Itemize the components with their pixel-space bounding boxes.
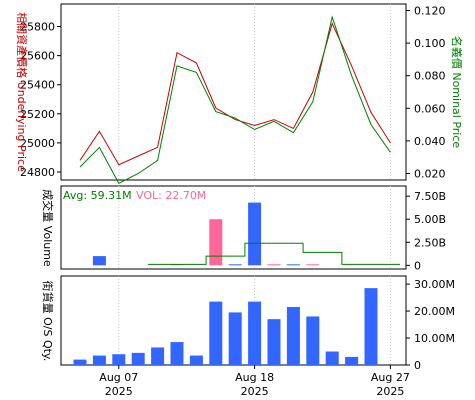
volume-bar	[248, 202, 262, 266]
os-qty-bar	[306, 316, 320, 365]
right-price-tick-label: 0.040	[414, 135, 446, 148]
os-qty-tick-label: 10.00M	[414, 332, 455, 345]
os-qty-bar	[151, 347, 165, 365]
left-price-tick-label: 25000	[20, 137, 55, 150]
volume-axis-label: 成交量 Volume	[41, 189, 55, 267]
os-qty-bar	[345, 356, 359, 365]
volume-tick-label: 0	[414, 259, 421, 272]
left-price-tick-label: 25800	[20, 21, 55, 34]
left-price-tick-label: 25600	[20, 50, 55, 63]
right-price-tick-label: 0.080	[414, 70, 446, 83]
os-qty-bar	[286, 307, 300, 365]
volume-bar	[286, 264, 300, 266]
x-tick-year: 2025	[376, 385, 404, 398]
volume-bar	[228, 264, 242, 266]
right-price-tick-label: 0.100	[414, 37, 446, 50]
os-qty-tick-label: 30.00M	[414, 278, 455, 291]
left-price-tick-label: 25400	[20, 79, 55, 92]
os-qty-bar	[364, 288, 378, 365]
volume-bar	[92, 256, 106, 266]
x-tick-label: Aug 07	[99, 371, 138, 384]
os-qty-bar	[112, 354, 126, 365]
volume-bar	[209, 219, 223, 266]
volume-tick-label: 2.50B	[414, 236, 446, 249]
left-price-tick-label: 25200	[20, 108, 55, 121]
os-qty-bar	[248, 301, 262, 365]
os-qty-tick-label: 20.00M	[414, 305, 455, 318]
nominal-price-line	[79, 15, 391, 184]
left-price-tick-label: 24800	[20, 166, 55, 179]
nominal-price-axis-label: 名義價 Nominal Price	[450, 36, 464, 149]
x-tick-label: Aug 18	[235, 371, 274, 384]
volume-bar	[306, 264, 320, 266]
os-qty-bar	[325, 351, 339, 365]
os-qty-tick-label: 0	[414, 359, 421, 372]
os-qty-bar	[92, 355, 106, 365]
os-qty-axis-label: 街貨量 O/S Qty.	[41, 281, 55, 362]
x-tick-year: 2025	[105, 385, 133, 398]
os-qty-bar	[228, 312, 242, 365]
volume-tick-label: 5.00B	[414, 213, 446, 226]
os-qty-bar	[209, 301, 223, 365]
os-qty-bar	[189, 355, 203, 365]
x-tick-label: Aug 27	[371, 371, 410, 384]
x-tick-year: 2025	[241, 385, 269, 398]
underlying-price-axis-label: 相關資產價格 Underlying Price	[15, 12, 29, 172]
right-price-tick-label: 0.020	[414, 167, 446, 180]
os-qty-bar	[73, 359, 87, 365]
right-price-tick-label: 0.120	[414, 5, 446, 18]
os-qty-bar	[131, 352, 145, 365]
volume-vol-legend: VOL: 22.70M	[136, 189, 206, 202]
os-qty-bar	[170, 342, 184, 365]
volume-average-line	[147, 242, 401, 265]
volume-avg-legend: Avg: 59.31M	[63, 189, 132, 202]
volume-bar	[267, 264, 281, 266]
volume-tick-label: 7.50B	[414, 190, 446, 203]
os-qty-bar	[267, 319, 281, 365]
right-price-tick-label: 0.060	[414, 102, 446, 115]
